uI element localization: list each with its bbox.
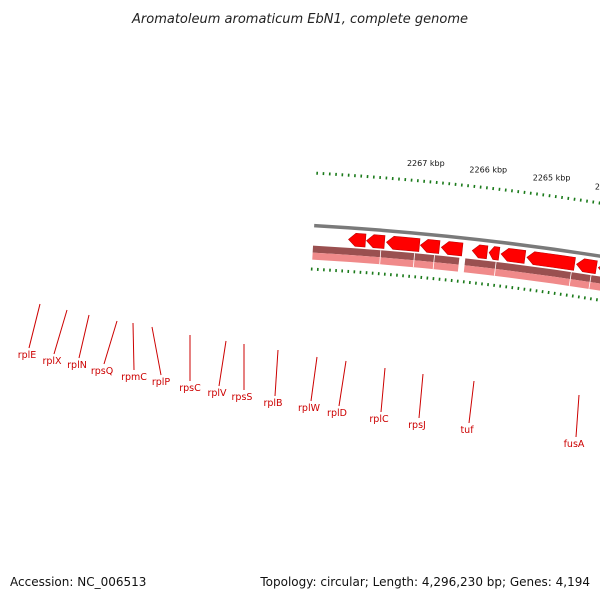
gene-label-rpsJ: rpsJ [408, 420, 426, 431]
gene-label-rplX: rplX [42, 356, 62, 367]
gene-leader-line [575, 394, 580, 438]
gene-label-rplB: rplB [263, 398, 282, 409]
topology-text: Topology: circular; Length: 4,296,230 bp… [259, 575, 590, 589]
gene-leader-line [151, 326, 162, 376]
gene-leader-line [78, 314, 90, 359]
gene-leader-line [53, 309, 68, 355]
gene-arrow [488, 246, 501, 261]
tick-label: 2264 kbp [595, 183, 600, 192]
gene-leader-line [28, 303, 41, 349]
gene-arrow [419, 239, 441, 254]
gene-arrow [526, 251, 576, 271]
tick-label: 2267 kbp [407, 159, 445, 168]
gene-label-rplV: rplV [207, 388, 227, 399]
gene-labels: rplE rplX rplN rpsQ rpmC rplP rpsC rplV rpsS rplB… [18, 303, 585, 450]
gene-arrow [471, 244, 489, 260]
band-separator [412, 253, 416, 268]
feature-band-light [463, 265, 600, 291]
gene-label-tuf: tuf [460, 425, 474, 436]
gene-arrow [386, 236, 421, 252]
tick-label: 2265 kbp [533, 173, 571, 182]
feature-band-light [312, 252, 459, 272]
band-separator [568, 271, 572, 286]
gene-label-rplE: rplE [18, 350, 37, 361]
gene-arrow [576, 258, 598, 275]
band-separator [379, 250, 382, 265]
feature-band-dark [464, 258, 600, 284]
gene-leader-line [310, 356, 318, 402]
gene-label-rplW: rplW [298, 403, 321, 414]
accession-text: Accession: NC_006513 [10, 575, 146, 589]
gene-label-rplP: rplP [152, 377, 171, 388]
tick-label: 2266 kbp [469, 165, 507, 174]
gene-label-fusA: fusA [564, 439, 585, 450]
band-separator [588, 274, 592, 289]
feature-band-dark [312, 245, 460, 265]
backbone-arc [314, 223, 600, 259]
gene-label-rplD: rplD [327, 408, 347, 419]
gene-label-rpsS: rpsS [232, 392, 253, 403]
gene-leader-line [338, 360, 347, 407]
gene-leader-line [103, 320, 118, 365]
gene-leader-line [274, 349, 279, 397]
gene-leader-line [418, 373, 424, 419]
band-separator [432, 255, 435, 270]
gene-label-rpmC: rpmC [121, 372, 147, 383]
gene-label-rplN: rplN [67, 360, 87, 371]
gene-label-rpsQ: rpsQ [91, 366, 113, 377]
gene-arrow [348, 233, 367, 248]
gene-arrow [440, 241, 464, 257]
gene-leader-line [218, 340, 227, 387]
feature-track [312, 223, 600, 291]
gene-arrow [500, 248, 527, 264]
map-title: Aromatoleum aromaticum EbN1, complete ge… [131, 12, 468, 27]
gene-label-rplC: rplC [369, 414, 389, 425]
gene-leader-line [380, 367, 386, 413]
band-separator [494, 261, 497, 276]
gene-leader-line [132, 322, 135, 371]
gene-leader-line [468, 380, 475, 424]
gene-arrow [366, 234, 386, 249]
gene-label-rpsC: rpsC [179, 383, 201, 394]
